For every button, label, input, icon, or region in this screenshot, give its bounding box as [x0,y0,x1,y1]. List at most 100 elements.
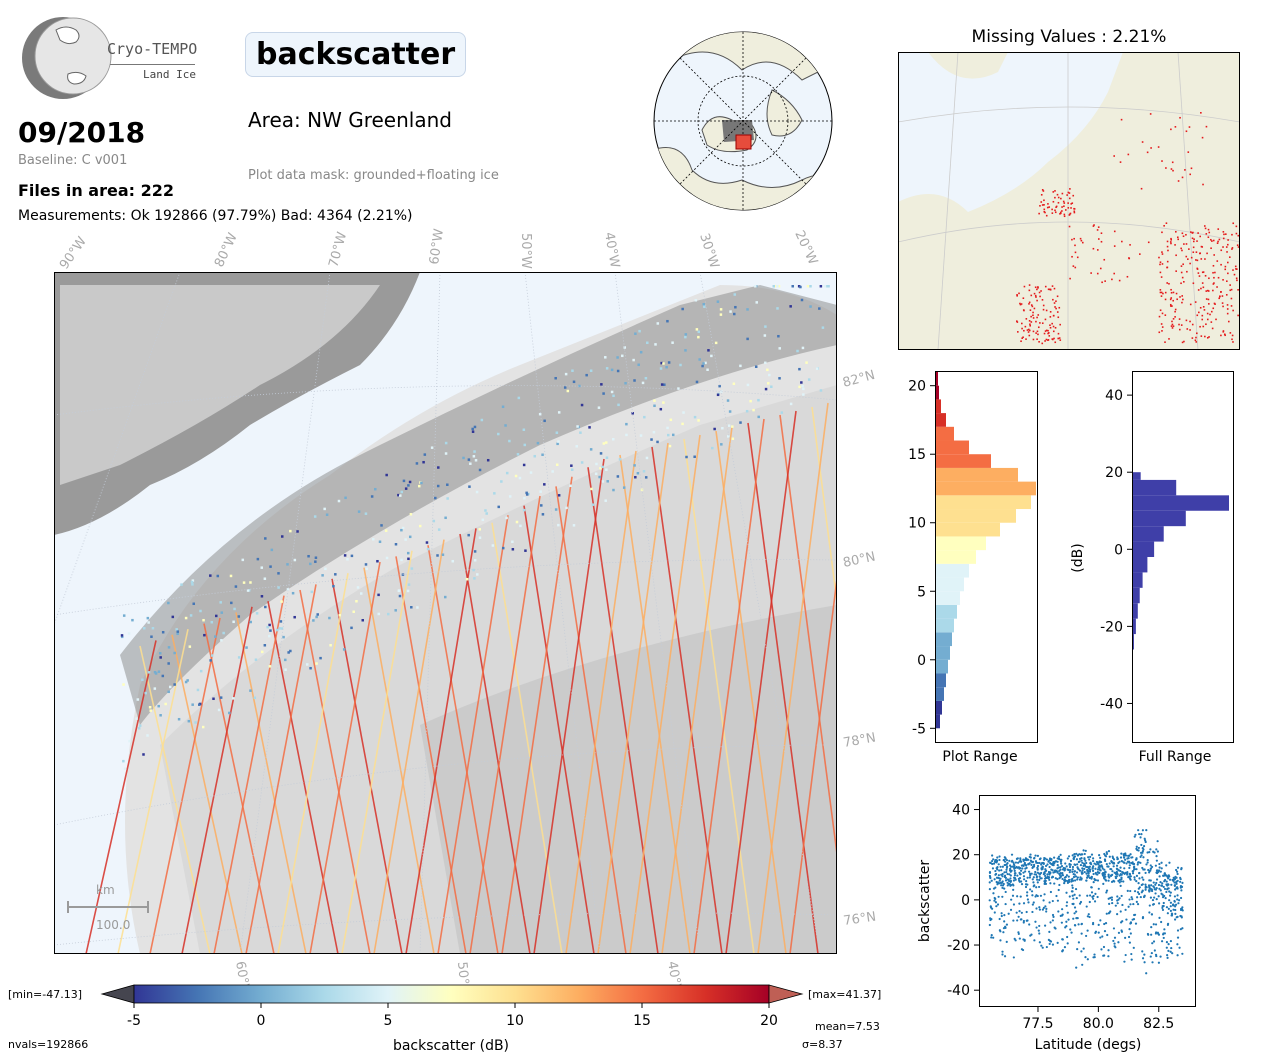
edge-measurement [571,369,574,372]
edge-measurement [633,464,636,467]
scatter-point [1133,835,1136,838]
edge-measurement [407,484,410,487]
scatter-point [1011,894,1015,897]
scatter-point [1008,880,1011,883]
scatter-point [996,856,999,859]
scatter-point [1155,881,1158,885]
scatter-point [1027,870,1031,873]
edge-measurement [324,567,327,571]
missing-point [1181,249,1183,252]
edge-measurement [533,454,537,458]
scatter-point [1044,924,1047,927]
scatter-point [1131,856,1134,859]
scatter-point [1012,919,1015,922]
edge-measurement [418,484,421,488]
scatter-point [1116,913,1119,916]
missing-point [1208,231,1211,234]
scatter-point [1018,876,1022,880]
scatter-point [989,917,992,920]
scatter-point [1162,936,1165,940]
scatter-point [1093,877,1096,881]
scatter-point [1126,889,1129,892]
scatter-point [1157,961,1161,964]
missing-point [1205,233,1208,235]
scatter-point [1051,869,1054,872]
scatter-point [1129,889,1132,893]
missing-point [1030,304,1033,306]
edge-measurement [497,505,500,509]
scatter-point [1045,858,1049,861]
histogram-bar [1133,472,1141,480]
scatter-point [1059,868,1062,871]
edge-measurement [214,635,217,638]
scatter-point [1061,913,1064,916]
edge-measurement [399,494,402,497]
edge-measurement [606,480,609,483]
scatter-point [1092,956,1095,959]
scatter-point [1144,871,1147,875]
edge-measurement [684,333,688,336]
missing-values-title: Missing Values : 2.21% [971,27,1167,47]
edge-measurement [280,535,284,538]
scatter-point [1141,829,1144,832]
scatter-point [1107,955,1110,958]
edge-measurement [289,649,292,653]
edge-measurement [398,594,402,598]
missing-point [1187,258,1189,260]
missing-point [1187,151,1190,153]
scatter-point [1081,872,1084,875]
scatter-point [1097,887,1100,890]
scatter-point [1016,874,1019,877]
scatter-point [1071,870,1074,873]
scatter-point [1105,852,1109,856]
missing-point [1048,206,1051,208]
edge-measurement [605,468,608,471]
missing-point [1172,325,1175,327]
scatter-point [1044,870,1047,873]
edge-measurement [167,601,170,605]
missing-point [1020,303,1023,305]
scatter-point [1076,878,1079,881]
missing-point [1170,128,1172,131]
scatter-point [1048,865,1051,869]
scatter-point [1063,946,1067,949]
edge-measurement [159,714,162,717]
scatter-point [1058,883,1061,887]
missing-point [1160,291,1163,294]
scatter-point [1076,854,1080,857]
edge-measurement [634,332,637,335]
scatter-point [1036,867,1039,870]
hist2-ylabel: (dB) [1070,543,1086,572]
scatter-point [1167,887,1170,890]
scatter-point [1013,866,1016,870]
missing-point [1034,294,1037,297]
missing-values-map [898,52,1240,350]
scatter-point [1136,863,1139,866]
missing-point [1069,188,1071,190]
scatter-point [1065,904,1068,907]
missing-point [1226,243,1229,246]
missing-point [1224,265,1227,268]
scatter-point [1140,883,1143,887]
edge-measurement [726,399,730,402]
missing-point [1226,251,1228,253]
scatter-point [1132,870,1135,873]
edge-measurement [720,443,723,446]
edge-measurement [757,415,760,419]
edge-measurement [522,428,526,432]
scatter-point [1129,922,1132,925]
scatter-point [1080,950,1083,953]
missing-point [1060,197,1062,200]
missing-point [1177,180,1180,182]
scatter-point [1059,860,1063,863]
scatter-point [1151,903,1155,906]
scatter-point [1040,944,1043,947]
scatter-point [1142,868,1145,871]
scatter-point [1073,879,1077,882]
scatter-point [1127,935,1131,939]
edge-measurement [263,644,267,647]
edge-measurement [263,577,267,580]
scatter-point [1097,923,1100,926]
missing-point [1067,202,1069,204]
edge-measurement [282,635,285,639]
